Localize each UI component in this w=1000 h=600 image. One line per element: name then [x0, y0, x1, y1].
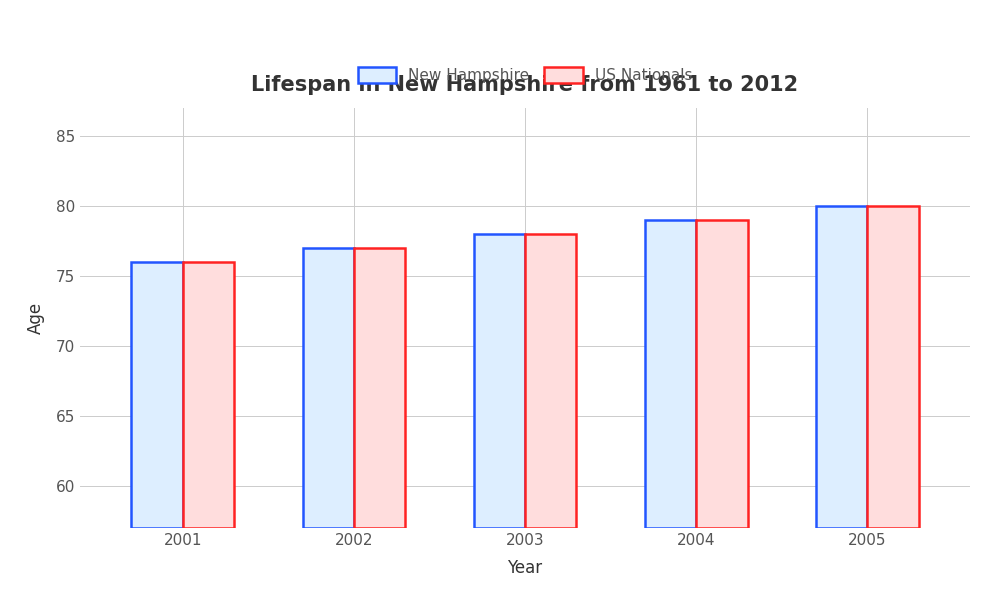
Bar — [131, 262, 183, 528]
Bar — [183, 262, 234, 528]
Title: Lifespan in New Hampshire from 1961 to 2012: Lifespan in New Hampshire from 1961 to 2… — [251, 76, 799, 95]
Bar — [816, 206, 867, 528]
Bar — [354, 248, 405, 528]
Bar — [696, 220, 748, 528]
Bar — [302, 248, 354, 528]
Legend: New Hampshire, US Nationals: New Hampshire, US Nationals — [352, 61, 698, 89]
Bar — [525, 234, 576, 528]
Bar — [474, 234, 525, 528]
Y-axis label: Age: Age — [27, 302, 45, 334]
Bar — [867, 206, 919, 528]
Bar — [645, 220, 696, 528]
X-axis label: Year: Year — [507, 559, 543, 577]
